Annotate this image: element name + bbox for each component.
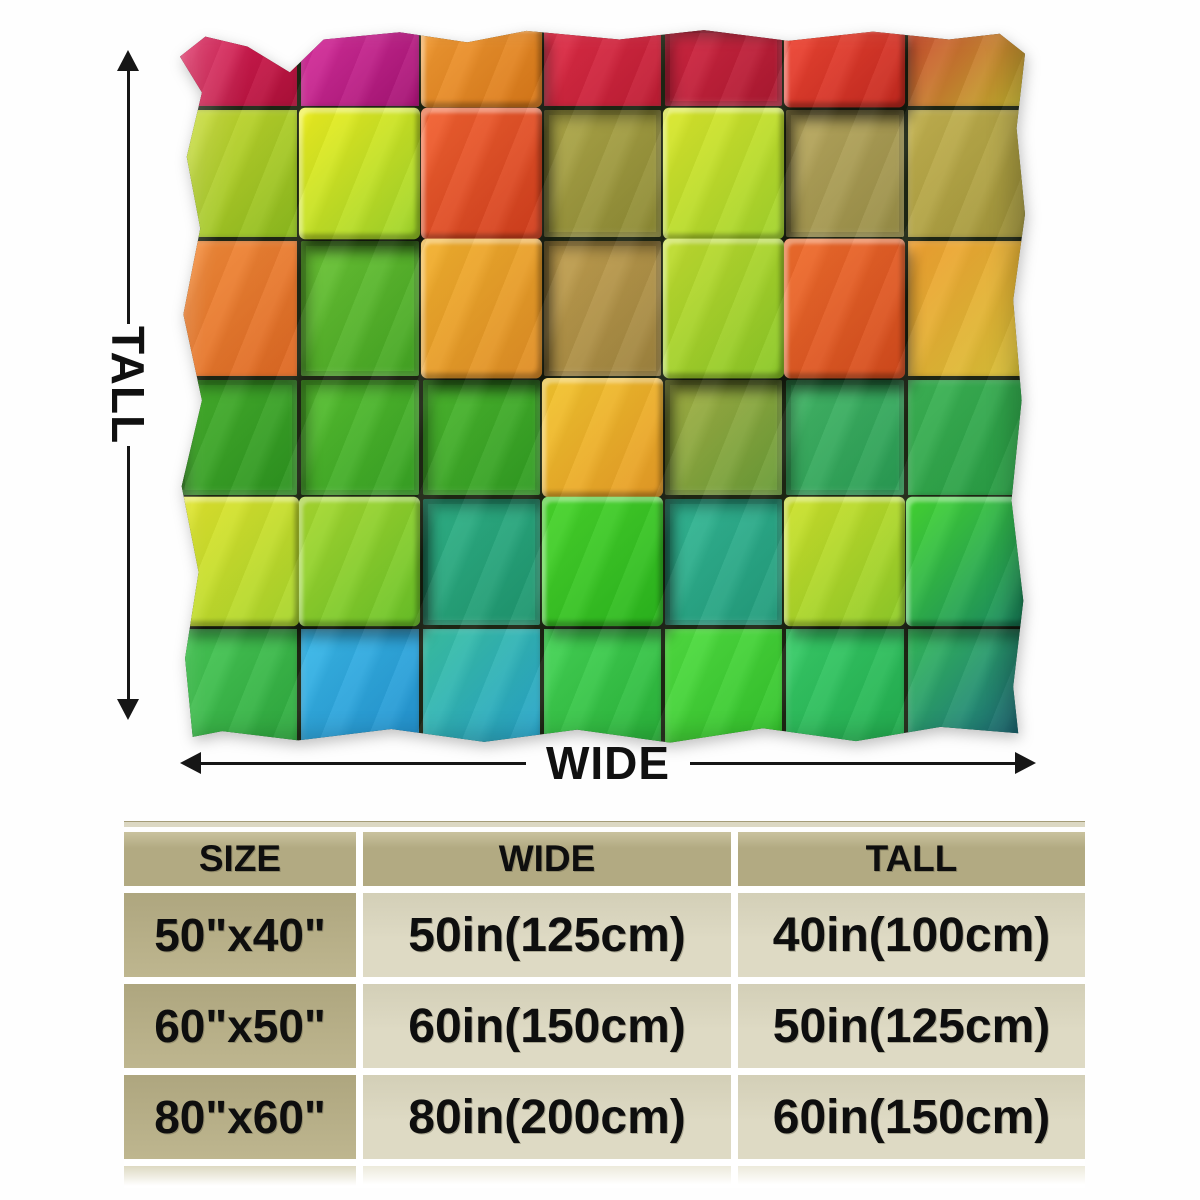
cube-cell-r0-c4 <box>665 30 783 106</box>
table-row-1-size: 60"x50" <box>124 984 356 1068</box>
cube-cell-r1-c3 <box>543 109 662 237</box>
cube-cell-r5-c3 <box>543 628 662 743</box>
table-header-size: SIZE <box>124 832 356 886</box>
cube-cell-r4-c3 <box>541 497 664 627</box>
table-row-0-size: 50"x40" <box>124 893 356 977</box>
cube-cell-r3-c5 <box>786 380 904 496</box>
dimension-line <box>126 446 130 699</box>
wide-dimension: WIDE <box>180 737 1037 789</box>
table-header-wide: WIDE <box>363 832 731 886</box>
table-bottom-fade <box>124 1166 356 1188</box>
cube-grid <box>180 30 1025 743</box>
cube-cell-r0-c0 <box>180 30 298 106</box>
cube-cell-r2-c5 <box>784 238 906 379</box>
cube-cell-r2-c1 <box>301 240 419 377</box>
table-header-tall: TALL <box>738 832 1085 886</box>
tall-label: TALL <box>102 325 155 445</box>
cube-cell-r1-c4 <box>663 107 785 240</box>
table-row-0-tall: 40in(100cm) <box>738 893 1085 977</box>
cube-cell-r1-c2 <box>420 107 542 240</box>
cube-cell-r4-c0 <box>180 497 300 627</box>
cube-cell-r2-c2 <box>420 238 542 379</box>
table-bottom-fade <box>363 1166 731 1188</box>
cube-cell-r3-c6 <box>907 380 1025 496</box>
size-table: SIZE WIDE TALL 50"x40" 50in(125cm) 40in(100cm… <box>124 832 1085 1188</box>
table-bottom-fade <box>738 1166 1085 1188</box>
table-top-edge <box>124 821 1085 827</box>
arrow-up-icon <box>117 50 139 71</box>
cube-cell-r5-c6 <box>907 628 1025 743</box>
cube-cell-r4-c1 <box>299 497 421 627</box>
cube-cell-r0-c3 <box>543 30 662 106</box>
cube-cell-r2-c6 <box>907 240 1025 377</box>
cube-cell-r2-c4 <box>663 238 785 379</box>
cube-cell-r5-c2 <box>422 628 540 743</box>
cube-cell-r5-c4 <box>665 628 783 743</box>
blanket-photo <box>180 28 1025 744</box>
cube-cell-r2-c3 <box>543 240 662 377</box>
cube-cell-r3-c0 <box>180 380 298 496</box>
cube-cell-r4-c6 <box>905 497 1025 627</box>
cube-cell-r0-c6 <box>907 30 1025 106</box>
table-row-1-wide: 60in(150cm) <box>363 984 731 1068</box>
cube-cell-r5-c1 <box>301 628 419 743</box>
cube-cell-r5-c0 <box>180 628 298 743</box>
table-row-0-wide: 50in(125cm) <box>363 893 731 977</box>
dimension-line <box>690 761 1016 765</box>
table-row-2-wide: 80in(200cm) <box>363 1075 731 1159</box>
table-row-1-tall: 50in(125cm) <box>738 984 1085 1068</box>
cube-cell-r2-c0 <box>180 240 298 377</box>
arrow-right-icon <box>1015 752 1037 774</box>
cube-cell-r1-c0 <box>180 109 298 237</box>
cube-cell-r0-c5 <box>784 30 906 107</box>
cube-cell-r0-c1 <box>301 30 419 106</box>
dimension-line <box>201 761 526 765</box>
cube-cell-r0-c2 <box>420 30 542 107</box>
wide-label: WIDE <box>545 737 671 789</box>
blanket-fabric <box>180 30 1025 743</box>
table-row-2-tall: 60in(150cm) <box>738 1075 1085 1159</box>
cube-cell-r1-c1 <box>299 107 421 240</box>
cube-cell-r4-c5 <box>784 497 906 627</box>
cube-cell-r1-c6 <box>907 109 1025 237</box>
cube-cell-r3-c2 <box>422 380 540 496</box>
cube-cell-r3-c4 <box>665 380 783 496</box>
arrow-left-icon <box>180 752 201 774</box>
cube-cell-r3-c3 <box>541 378 664 498</box>
cube-cell-r1-c5 <box>786 109 904 237</box>
cube-cell-r5-c5 <box>786 628 904 743</box>
cube-cell-r4-c4 <box>665 499 783 625</box>
cube-cell-r3-c1 <box>301 380 419 496</box>
dimension-line <box>126 71 130 324</box>
cube-cell-r4-c2 <box>422 499 540 625</box>
tall-dimension: TALL <box>102 50 154 720</box>
arrow-down-icon <box>117 699 139 720</box>
table-row-2-size: 80"x60" <box>124 1075 356 1159</box>
